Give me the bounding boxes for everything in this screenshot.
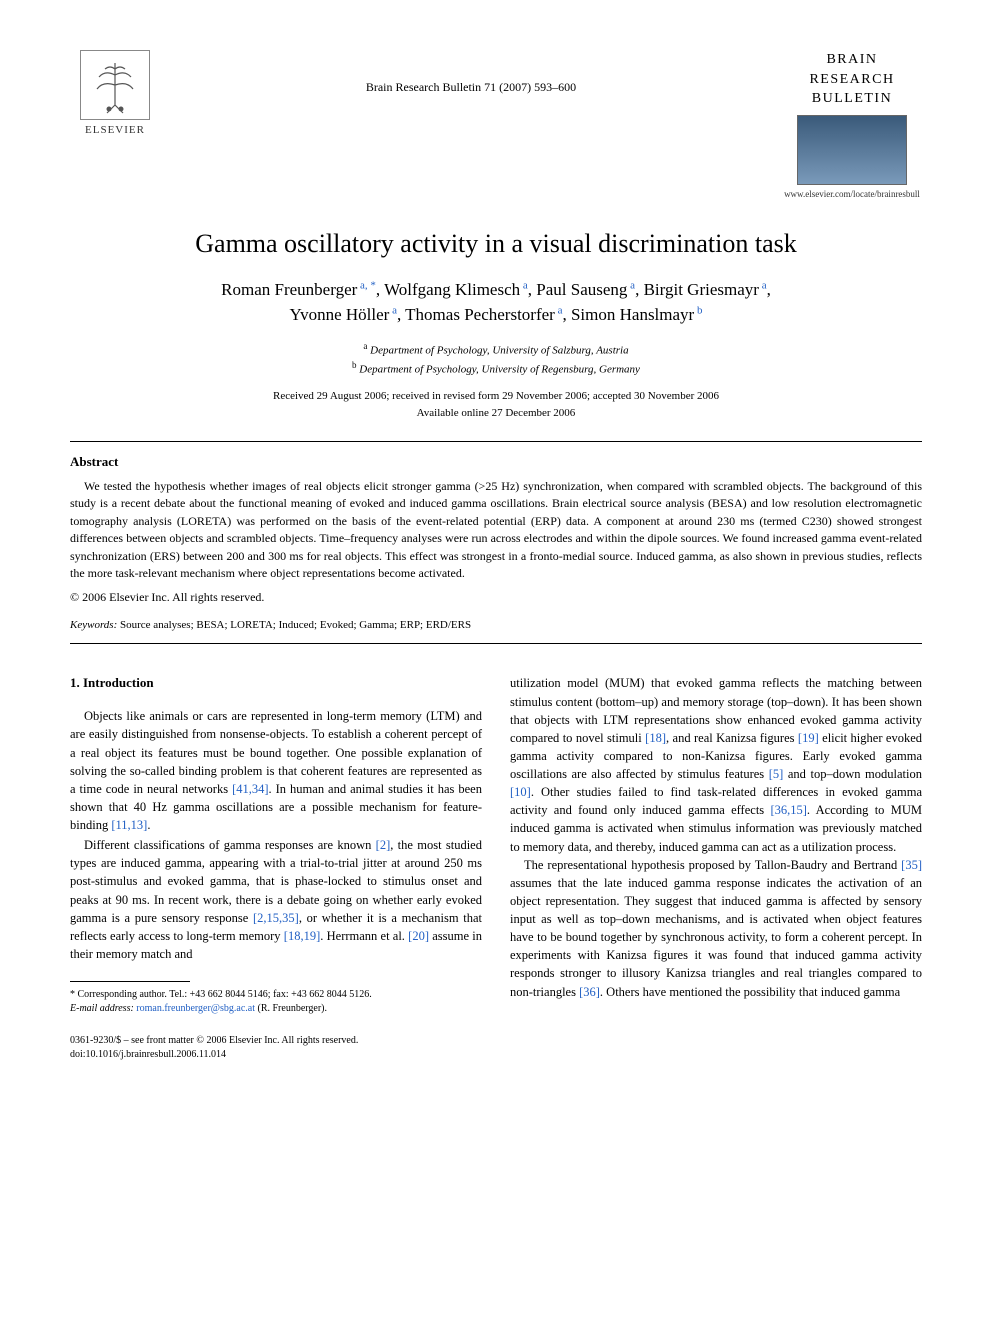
text: assumes that the late induced gamma resp… (510, 876, 922, 999)
keywords-label: Keywords: (70, 619, 117, 631)
author-name: , (767, 280, 771, 299)
publication-dates: Received 29 August 2006; received in rev… (70, 388, 922, 421)
footer-line-2: doi:10.1016/j.brainresbull.2006.11.014 (70, 1048, 922, 1062)
affil-text: Department of Psychology, University of … (357, 364, 640, 376)
citation-link[interactable]: [18,19] (284, 929, 320, 943)
author-name: Roman Freunberger (221, 280, 357, 299)
elsevier-tree-icon (80, 50, 150, 120)
author-name: , Wolfgang Klimesch (376, 280, 520, 299)
journal-name-l2: RESEARCH (809, 72, 894, 87)
citation-link[interactable]: [2,15,35] (253, 911, 299, 925)
author-affil-sup: a (759, 279, 767, 291)
abstract-body: We tested the hypothesis whether images … (70, 478, 922, 582)
author-affil-sup: a (520, 279, 528, 291)
author-name: Yvonne Höller (290, 305, 390, 324)
journal-name-l3: BULLETIN (812, 91, 892, 106)
header-row: ELSEVIER Brain Research Bulletin 71 (200… (70, 50, 922, 199)
affiliation-line: b Department of Psychology, University o… (70, 359, 922, 378)
author-affil-sup: a (627, 279, 635, 291)
citation-link[interactable]: [10] (510, 785, 531, 799)
dates-line-1: Received 29 August 2006; received in rev… (70, 388, 922, 405)
footer-text: 0361-9230/$ – see front matter © 2006 El… (70, 1034, 922, 1062)
authors-line-2: Yvonne Höller a, Thomas Pecherstorfer a,… (70, 302, 922, 328)
footnote-email-suffix: (R. Freunberger). (255, 1003, 327, 1014)
journal-name: BRAIN RESEARCH BULLETIN (782, 50, 922, 109)
affiliations: a Department of Psychology, University o… (70, 340, 922, 378)
citation-link[interactable]: [18] (645, 731, 666, 745)
divider (70, 643, 922, 644)
divider (70, 441, 922, 442)
citation-link[interactable]: [36] (579, 985, 600, 999)
article-title: Gamma oscillatory activity in a visual d… (70, 229, 922, 259)
citation-link[interactable]: [36,15] (770, 803, 806, 817)
authors-block: Roman Freunberger a, *, Wolfgang Klimesc… (70, 277, 922, 328)
keywords-line: Keywords: Source analyses; BESA; LORETA;… (70, 619, 922, 631)
right-column: utilization model (MUM) that evoked gamm… (510, 674, 922, 1016)
footnote-email-label: E-mail address: (70, 1003, 134, 1014)
citation-link[interactable]: [11,13] (111, 818, 147, 832)
footnote-corr: * Corresponding author. Tel.: +43 662 80… (70, 988, 482, 1002)
author-affil-sup: b (694, 305, 702, 317)
author-name: , Simon Hanslmayr (562, 305, 694, 324)
publisher-name: ELSEVIER (85, 124, 145, 136)
journal-cover-icon (797, 115, 907, 185)
text: . Herrmann et al. (320, 929, 408, 943)
citation-link[interactable]: [20] (408, 929, 429, 943)
text: The representational hypothesis proposed… (524, 858, 901, 872)
intro-para-2-cont: utilization model (MUM) that evoked gamm… (510, 674, 922, 855)
affiliation-line: a Department of Psychology, University o… (70, 340, 922, 359)
intro-para-3: The representational hypothesis proposed… (510, 856, 922, 1001)
footnote-email[interactable]: roman.freunberger@sbg.ac.at (134, 1003, 255, 1014)
text: , and real Kanizsa figures (666, 731, 798, 745)
footnote-rule (70, 981, 190, 982)
text: . (147, 818, 150, 832)
journal-url[interactable]: www.elsevier.com/locate/brainresbull (782, 189, 922, 199)
body-columns: 1. Introduction Objects like animals or … (70, 674, 922, 1016)
author-name: , Paul Sauseng (528, 280, 628, 299)
left-column: 1. Introduction Objects like animals or … (70, 674, 482, 1016)
text: . Others have mentioned the possibility … (600, 985, 900, 999)
author-name: , Birgit Griesmayr (635, 280, 759, 299)
dates-line-2: Available online 27 December 2006 (70, 405, 922, 422)
abstract-text: We tested the hypothesis whether images … (70, 479, 922, 580)
citation-link[interactable]: [19] (798, 731, 819, 745)
citation-link[interactable]: [2] (376, 838, 391, 852)
corresponding-author-footnote: * Corresponding author. Tel.: +43 662 80… (70, 988, 482, 1016)
citation-link[interactable]: [35] (901, 858, 922, 872)
publisher-logo: ELSEVIER (70, 50, 160, 136)
keywords-text: Source analyses; BESA; LORETA; Induced; … (117, 619, 471, 631)
author-affil-sup: a, (357, 279, 367, 291)
text: and top–down modulation (783, 767, 922, 781)
journal-name-l1: BRAIN (826, 52, 877, 67)
section-1-heading: 1. Introduction (70, 674, 482, 693)
journal-box: BRAIN RESEARCH BULLETIN www.elsevier.com… (782, 50, 922, 199)
corresponding-star: * (368, 279, 376, 291)
text: Different classifications of gamma respo… (84, 838, 376, 852)
affil-text: Department of Psychology, University of … (367, 344, 628, 356)
citation-link[interactable]: [41,34] (232, 782, 268, 796)
abstract-copyright: © 2006 Elsevier Inc. All rights reserved… (70, 590, 922, 605)
abstract-heading: Abstract (70, 454, 922, 470)
citation-link[interactable]: [5] (769, 767, 784, 781)
intro-para-2: Different classifications of gamma respo… (70, 836, 482, 963)
footer-line-1: 0361-9230/$ – see front matter © 2006 El… (70, 1034, 922, 1048)
author-name: , Thomas Pecherstorfer (397, 305, 555, 324)
authors-line-1: Roman Freunberger a, *, Wolfgang Klimesc… (70, 277, 922, 303)
citation-line: Brain Research Bulletin 71 (2007) 593–60… (160, 50, 782, 95)
author-affil-sup: a (389, 305, 397, 317)
intro-para-1: Objects like animals or cars are represe… (70, 707, 482, 834)
